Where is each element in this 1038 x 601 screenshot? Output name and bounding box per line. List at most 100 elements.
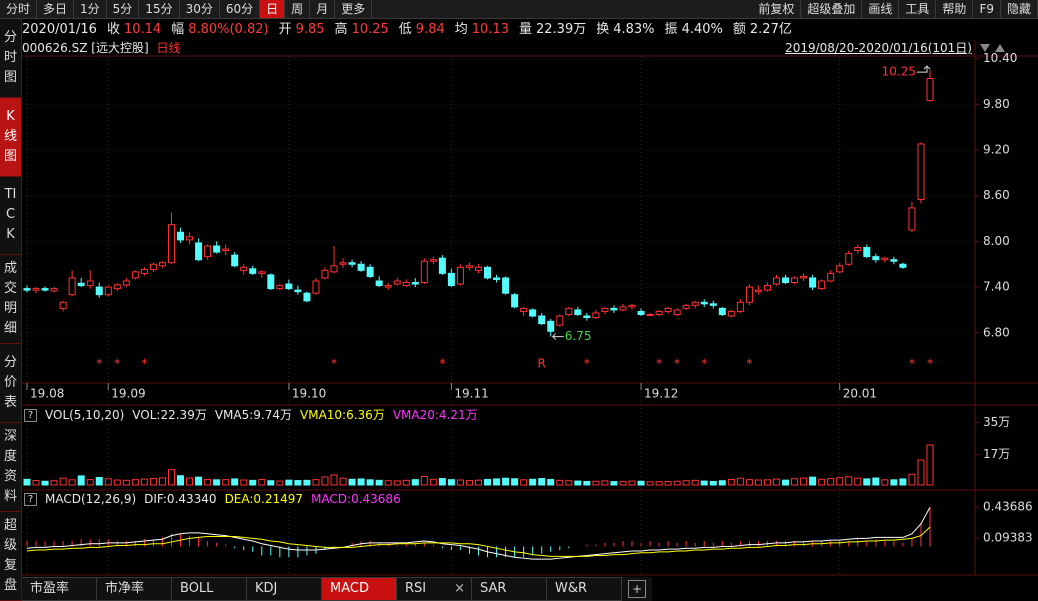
period-label: 日线 bbox=[156, 41, 181, 55]
help-icon[interactable]: ? bbox=[24, 493, 37, 506]
period-tab[interactable]: 周 bbox=[285, 0, 311, 18]
candle-body bbox=[375, 280, 383, 287]
volume-bar bbox=[502, 477, 510, 486]
y-tick-label: 8.00 bbox=[983, 234, 1010, 248]
candle-body bbox=[863, 246, 871, 258]
candle-body bbox=[791, 277, 799, 284]
period-tab[interactable]: 15分 bbox=[139, 0, 180, 18]
event-marker: * bbox=[927, 357, 933, 371]
volume-bar bbox=[556, 479, 564, 486]
sidebar-item[interactable]: 分价表 bbox=[0, 344, 21, 423]
tool-button[interactable]: 超级叠加 bbox=[801, 0, 863, 18]
volume-bar bbox=[420, 475, 428, 486]
candle-body bbox=[149, 263, 157, 271]
y-tick-label: 0.43686 bbox=[983, 500, 1033, 514]
quote-label: 量 bbox=[518, 22, 532, 37]
volume-bar bbox=[863, 478, 871, 486]
volume-bar bbox=[772, 478, 780, 486]
tool-button[interactable]: 画线 bbox=[862, 0, 900, 18]
y-tick-label: 9.80 bbox=[983, 97, 1010, 111]
period-tab[interactable]: 月 bbox=[310, 0, 336, 18]
candle-body bbox=[104, 286, 112, 296]
sidebar: 分时图 K线图 TICK 成交明细 分价表 深度资料 超级复盘 bbox=[0, 19, 22, 601]
quote-value: 22.39万 bbox=[536, 22, 587, 37]
sidebar-item[interactable]: 分时图 bbox=[0, 19, 21, 98]
sidebar-item[interactable]: 深度资料 bbox=[0, 423, 21, 512]
volume-header: ? VOL(5,10,20) VOL:22.39万 VMA5:9.74万 VMA10:… bbox=[24, 407, 478, 423]
indicator-tab[interactable]: RSI × bbox=[397, 577, 472, 601]
volume-bar bbox=[303, 479, 311, 486]
volume-bar bbox=[204, 478, 212, 486]
volume-bar bbox=[357, 478, 365, 486]
y-tick-label: 6.80 bbox=[983, 325, 1010, 339]
sidebar-item[interactable]: 超级复盘 bbox=[0, 512, 21, 601]
tool-button[interactable]: F9 bbox=[973, 0, 1001, 18]
candle-body bbox=[285, 283, 293, 290]
volume-bar bbox=[574, 480, 582, 486]
candle-body bbox=[177, 231, 185, 241]
event-marker: * bbox=[909, 357, 915, 371]
candle-body bbox=[809, 277, 817, 288]
candle-body bbox=[754, 289, 762, 293]
sidebar-item[interactable]: K线图 bbox=[0, 97, 21, 177]
candle-body bbox=[366, 266, 374, 277]
candle-body bbox=[484, 266, 492, 279]
period-tab[interactable]: 分时 bbox=[0, 0, 38, 18]
tool-button[interactable]: 隐藏 bbox=[1001, 0, 1038, 18]
candle-body bbox=[384, 285, 392, 288]
volume-bar bbox=[800, 477, 808, 486]
legend-entry: VOL:22.39万 bbox=[132, 408, 207, 422]
legend-entry: VMA10:6.36万 bbox=[300, 408, 385, 422]
candle-body bbox=[59, 301, 67, 309]
legend-entry: VMA20:4.21万 bbox=[392, 408, 478, 422]
indicator-tab[interactable]: 市净率 bbox=[97, 577, 172, 601]
macd-line bbox=[26, 507, 931, 560]
indicator-tab[interactable]: SAR bbox=[472, 577, 547, 601]
close-icon[interactable]: × bbox=[454, 581, 465, 596]
period-tabs: 分时 多日 1分 5分 15分 30分 60分日周月更多 bbox=[0, 0, 373, 18]
volume-bar bbox=[68, 479, 76, 486]
period-tab[interactable]: 1分 bbox=[74, 0, 107, 18]
sidebar-item[interactable]: 成交明细 bbox=[0, 255, 21, 345]
volume-bar bbox=[691, 479, 699, 486]
volume-bar bbox=[655, 481, 663, 486]
period-tab[interactable]: 5分 bbox=[107, 0, 140, 18]
volume-bar bbox=[50, 480, 58, 486]
period-tab[interactable]: 日 bbox=[260, 0, 286, 18]
tool-button[interactable]: 前复权 bbox=[752, 0, 802, 18]
indicator-tab[interactable]: BOLL bbox=[172, 577, 247, 601]
add-tab[interactable]: + bbox=[628, 580, 646, 598]
volume-bar bbox=[547, 478, 555, 486]
volume-bar bbox=[86, 479, 94, 486]
volume-bar bbox=[709, 480, 717, 486]
volume-bar bbox=[149, 478, 157, 486]
candle-body bbox=[926, 77, 934, 102]
indicator-tab[interactable]: W&R bbox=[547, 577, 622, 601]
indicator-tab[interactable]: MACD bbox=[322, 577, 397, 601]
period-tab[interactable]: 30分 bbox=[180, 0, 220, 18]
volume-bar bbox=[763, 479, 771, 486]
candle-body bbox=[140, 269, 148, 274]
tool-button[interactable]: 工具 bbox=[899, 0, 937, 18]
toolbar: 分时 多日 1分 5分 15分 30分 60分日周月更多 前复权 超级叠加 画线 工具 帮助 F9 隐藏 bbox=[0, 0, 1038, 19]
tool-button[interactable]: 帮助 bbox=[936, 0, 974, 18]
period-tab[interactable]: 更多 bbox=[335, 0, 373, 18]
volume-bar bbox=[845, 476, 853, 486]
date-range[interactable]: 2019/08/20-2020/01/16(101日) bbox=[785, 41, 972, 55]
candle-body bbox=[339, 262, 347, 265]
volume-bar bbox=[493, 478, 501, 486]
quote-value: 10.13 bbox=[471, 22, 509, 37]
candle-body bbox=[574, 309, 582, 315]
volume-bar bbox=[475, 479, 482, 486]
candle-body bbox=[447, 272, 455, 287]
period-tab[interactable]: 多日 bbox=[37, 0, 75, 18]
indicator-tab[interactable]: 市盈率 bbox=[22, 577, 97, 601]
volume-bar bbox=[745, 479, 753, 486]
volume-bar bbox=[646, 481, 654, 486]
candle-body bbox=[736, 301, 744, 312]
indicator-tab[interactable]: KDJ bbox=[247, 577, 322, 601]
period-tab[interactable]: 60分 bbox=[220, 0, 261, 18]
help-icon[interactable]: ? bbox=[24, 409, 37, 422]
sidebar-item[interactable]: TICK bbox=[0, 177, 21, 256]
